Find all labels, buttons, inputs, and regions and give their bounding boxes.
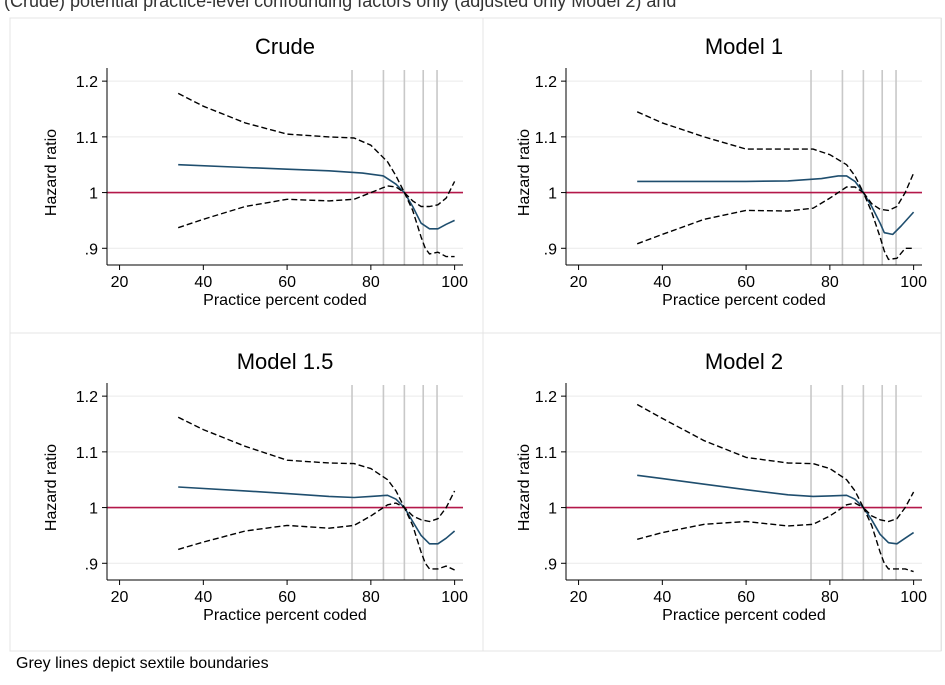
y-tick-label: .9 [85,241,98,258]
confidence-bound-line [177,92,456,208]
panel-frame [482,332,942,652]
x-tick-label: 100 [441,274,468,291]
x-tick-label: 40 [194,274,212,291]
chart-title: Crude [255,34,315,59]
chart-panel-4: .9 1 1.1 1.2 20 40 60 80 100 Model 2 Practice perc… [482,332,942,652]
confidence-bound-line [636,403,915,523]
confidence-bound-line [177,416,456,523]
x-tick-label: 60 [278,274,296,291]
confidence-bound-line [636,111,915,212]
hazard-ratio-line [637,175,915,236]
x-axis-label: Practice percent coded [662,292,826,309]
x-tick-label: 80 [821,274,839,291]
x-tick-label: 80 [362,589,380,606]
x-axis-label: Practice percent coded [203,292,367,309]
chart-panel-1: .9 1 1.1 1.2 20 40 60 80 100 Crude Practice percen… [9,17,484,334]
y-tick-label: 1.1 [76,445,98,462]
x-tick-label: 20 [111,589,129,606]
y-tick-label: .9 [544,556,557,573]
x-tick-label: 100 [900,274,927,291]
chart-title: Model 1.5 [237,349,334,374]
x-tick-label: 80 [362,274,380,291]
x-tick-label: 40 [194,589,212,606]
x-tick-label: 60 [737,589,755,606]
y-axis-label: Hazard ratio [43,129,60,216]
x-axis-label: Practice percent coded [662,607,826,624]
chart-panel-2: .9 1 1.1 1.2 20 40 60 80 100 Model 1 Practice perc… [482,17,942,334]
y-tick-label: .9 [85,556,98,573]
y-tick-label: 1 [548,501,557,518]
y-tick-label: 1 [89,186,98,203]
panel-frame [9,17,484,334]
confidence-bound-line [637,502,914,573]
y-tick-label: 1.2 [535,389,557,406]
x-tick-label: 100 [441,589,468,606]
panel-frame [482,17,942,334]
hazard-ratio-line [178,486,456,545]
y-tick-label: .9 [544,241,557,258]
chart-title: Model 1 [705,34,783,59]
confidence-bound-line [178,502,455,571]
x-tick-label: 60 [737,274,755,291]
x-tick-label: 100 [900,589,927,606]
confidence-bound-line [636,186,914,261]
y-tick-label: 1.1 [535,445,557,462]
hazard-ratio-line [637,474,915,545]
x-tick-label: 40 [653,274,671,291]
y-tick-label: 1.1 [535,130,557,147]
y-tick-label: 1.2 [535,74,557,91]
cropped-caption-text: (Crude) potential practice-level confoun… [4,0,677,11]
footnote: Grey lines depict sextile boundaries [16,655,269,672]
y-tick-label: 1 [89,501,98,518]
panel-frame [9,332,484,652]
y-tick-label: 1.2 [76,389,98,406]
x-tick-label: 20 [111,274,129,291]
y-tick-label: 1.2 [76,74,98,91]
y-axis-label: Hazard ratio [516,129,533,216]
cropped-caption-strip: (Crude) potential practice-level confoun… [0,0,945,18]
chart-title: Model 2 [705,349,783,374]
x-tick-label: 40 [653,589,671,606]
y-axis-label: Hazard ratio [43,444,60,531]
y-tick-label: 1 [548,186,557,203]
x-tick-label: 80 [821,589,839,606]
hazard-ratio-line [178,163,455,230]
x-tick-label: 20 [570,274,588,291]
y-tick-label: 1.1 [76,130,98,147]
x-tick-label: 20 [570,589,588,606]
x-tick-label: 60 [278,589,296,606]
chart-panel-3: .9 1 1.1 1.2 20 40 60 80 100 Model 1.5 Practice pe… [9,332,484,652]
y-axis-label: Hazard ratio [516,444,533,531]
x-axis-label: Practice percent coded [203,607,367,624]
